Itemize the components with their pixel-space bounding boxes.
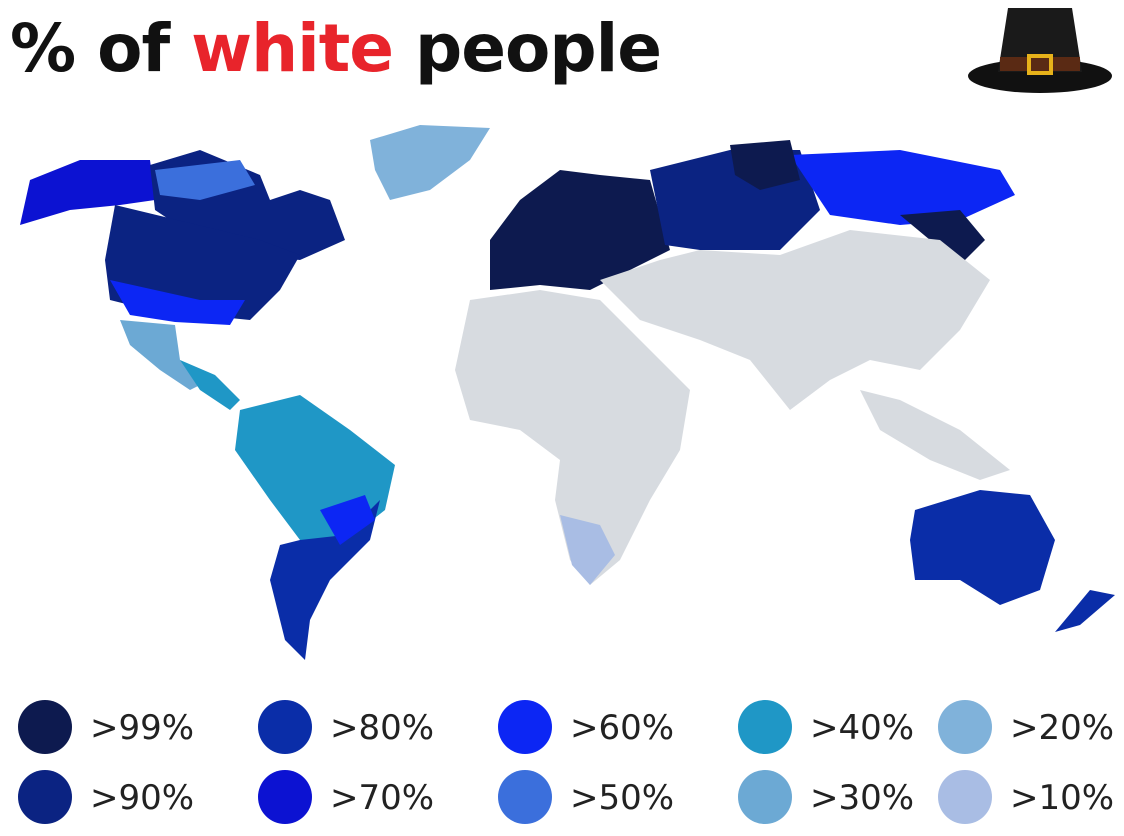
legend-swatch: [938, 770, 992, 824]
legend-swatch: [258, 770, 312, 824]
legend-swatch: [498, 770, 552, 824]
legend-swatch: [498, 700, 552, 754]
title-part: % of: [10, 10, 170, 87]
legend-swatch: [738, 700, 792, 754]
asia: [600, 230, 990, 410]
legend-label: >90%: [90, 778, 194, 818]
legend-label: >99%: [90, 708, 194, 748]
legend-swatch: [738, 770, 792, 824]
africa: [455, 290, 690, 585]
central-america: [180, 360, 240, 410]
southern-africa: [560, 515, 615, 585]
legend-label: >60%: [570, 708, 674, 748]
legend-label: >40%: [810, 708, 914, 748]
title: % of white people: [10, 10, 662, 87]
pilgrim-hat: [968, 8, 1112, 93]
legend-label: >30%: [810, 778, 914, 818]
legend-label: >50%: [570, 778, 674, 818]
new-zealand: [1055, 590, 1115, 632]
usa-south: [110, 280, 245, 325]
legend-label: >10%: [1010, 778, 1114, 818]
legend-swatch: [18, 700, 72, 754]
legend-label: >70%: [330, 778, 434, 818]
legend-label: >20%: [1010, 708, 1114, 748]
south-america-south: [270, 500, 380, 660]
canada-north: [155, 160, 255, 200]
russia-east: [790, 150, 1015, 225]
russia-north: [730, 140, 800, 190]
legend-label: >80%: [330, 708, 434, 748]
legend-swatch: [258, 700, 312, 754]
legend-swatch: [938, 700, 992, 754]
russia-far-east: [900, 210, 985, 265]
brazil-south: [320, 495, 375, 545]
southeast-asia: [860, 390, 1010, 480]
legend-swatch: [18, 770, 72, 824]
mexico: [120, 320, 210, 390]
alaska: [20, 160, 155, 225]
europe: [490, 170, 670, 290]
australia: [910, 490, 1055, 605]
title-part: people: [415, 10, 662, 87]
title-highlight: white: [191, 10, 394, 87]
greenland: [370, 125, 490, 200]
